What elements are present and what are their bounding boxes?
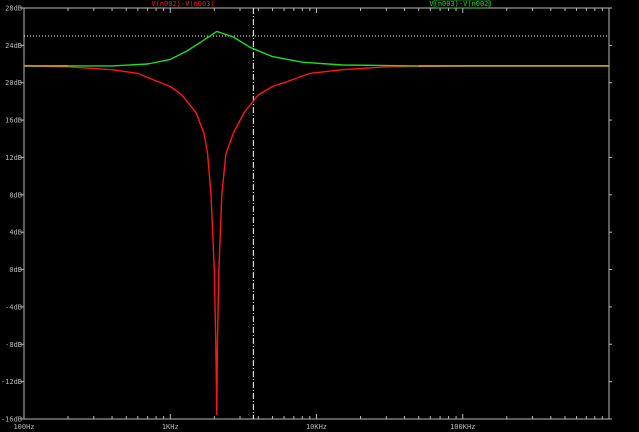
legend: V(n002)-V(n003) V(n003)-V(n002): [151, 0, 493, 9]
y-tick-label: 4dB: [9, 229, 22, 237]
y-tick-label: 24dB: [5, 42, 22, 50]
y-tick-label: -12dB: [1, 378, 22, 386]
series-line-green: [24, 30, 609, 67]
y-tick-label: 20dB: [5, 79, 22, 87]
x-tick-label: 100KHz: [450, 423, 475, 431]
x-tick-label: 1KHz: [162, 423, 179, 431]
legend-label-green: V(n003)-V(n002): [429, 0, 492, 8]
y-tick-label: 16dB: [5, 117, 22, 125]
y-tick-label: 0dB: [9, 266, 22, 274]
series-layer: [23, 30, 609, 415]
y-tick-label: -16dB: [1, 416, 22, 424]
y-tick-label: 28dB: [5, 5, 22, 13]
y-tick-label: -8dB: [5, 341, 22, 349]
y-tick-label: 8dB: [9, 191, 22, 199]
legend-box-green: [433, 0, 490, 9]
series-line-red: [23, 65, 609, 415]
x-axis: 100Hz 1KHz 10KHz 100KHz: [13, 8, 475, 431]
minor-tick-group: [67, 8, 603, 419]
cursor-group[interactable]: [24, 8, 609, 419]
y-tick-label: 12dB: [5, 154, 22, 162]
y-axis: 28dB 24dB 20dB 16dB 12dB 8dB 4dB 0dB -4dB -8dB -12…: [1, 5, 612, 424]
x-tick-label: 10KHz: [306, 423, 327, 431]
y-tick-label: -4dB: [5, 303, 22, 311]
legend-label-red: V(n002)-V(n003): [151, 0, 214, 8]
x-tick-label: 100Hz: [13, 423, 34, 431]
